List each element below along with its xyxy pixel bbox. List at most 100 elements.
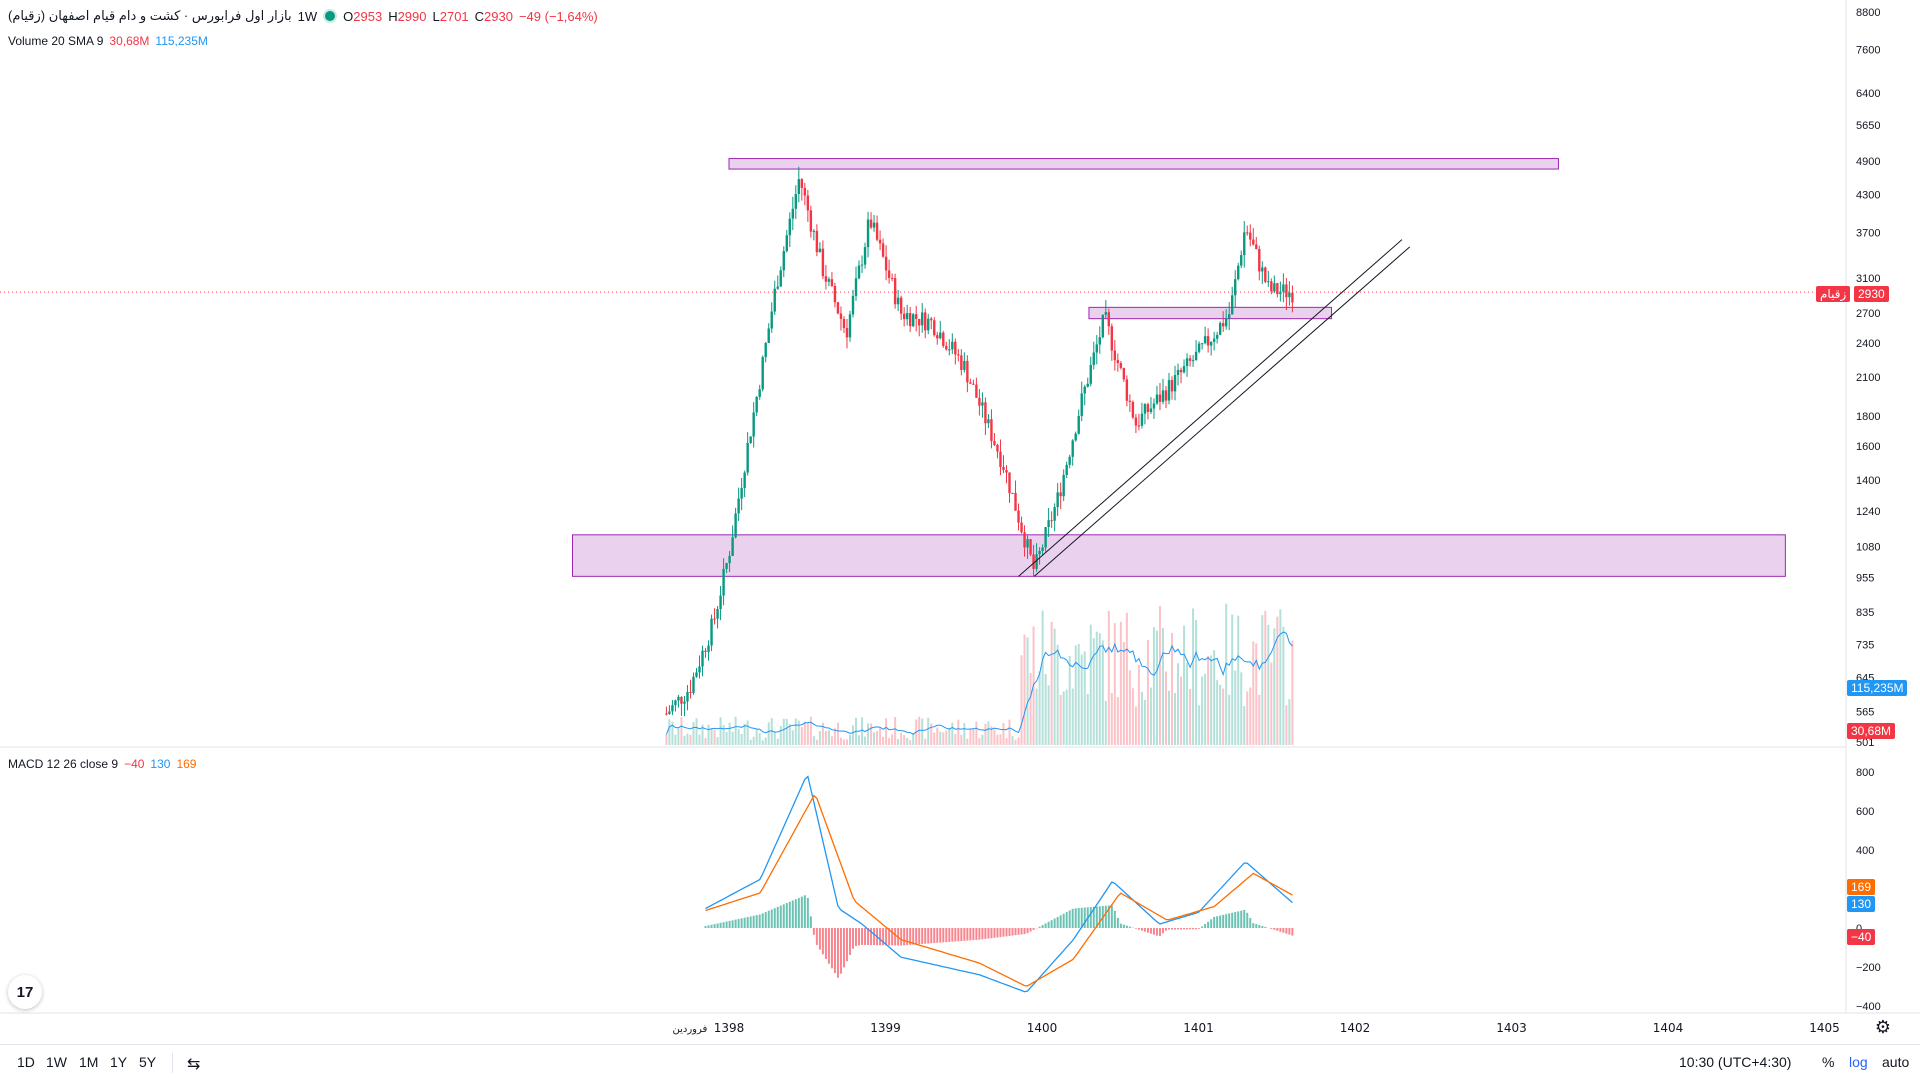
macd-histogram-bar bbox=[1027, 928, 1029, 933]
candle-body bbox=[825, 276, 827, 282]
volume-bar bbox=[1171, 633, 1173, 745]
macd-histogram-bar bbox=[849, 928, 851, 955]
macd-histogram-bar bbox=[864, 928, 866, 945]
candle-body bbox=[674, 700, 676, 705]
macd-tick-label: −200 bbox=[1856, 962, 1881, 974]
macd-tick-label: −400 bbox=[1856, 1001, 1881, 1013]
volume-bar bbox=[1270, 663, 1272, 745]
candle-body bbox=[680, 697, 682, 704]
candle-body bbox=[668, 711, 670, 713]
macd-histogram-bar bbox=[879, 928, 881, 945]
volume-bar bbox=[774, 732, 776, 745]
macd-histogram-bar bbox=[723, 922, 725, 928]
clock[interactable]: 10:30 (UTC+4:30) bbox=[1679, 1054, 1791, 1070]
macd-histogram-bar bbox=[861, 928, 863, 945]
time-tick-label: 1400 bbox=[1027, 1021, 1058, 1035]
candle-body bbox=[942, 333, 944, 346]
volume-bar bbox=[978, 738, 980, 745]
volume-bar bbox=[1102, 640, 1104, 745]
volume-bar bbox=[762, 740, 764, 745]
macd-histogram-bar bbox=[1204, 924, 1206, 928]
macd-histogram-bar bbox=[1129, 927, 1131, 928]
volume-bar bbox=[1066, 690, 1068, 745]
percent-toggle[interactable]: % bbox=[1822, 1054, 1834, 1070]
symbol-title: بازار اول فرابورس · کشت و دام قیام اصفها… bbox=[8, 8, 292, 24]
candle-body bbox=[1180, 370, 1182, 372]
candle-body bbox=[996, 445, 998, 452]
macd-histogram-bar bbox=[1033, 928, 1035, 930]
macd-histogram-bar bbox=[1120, 924, 1122, 928]
macd-histogram-bar bbox=[1138, 928, 1140, 930]
macd-histogram-bar bbox=[1165, 928, 1167, 931]
candle-body bbox=[915, 314, 917, 319]
timeframe-1d[interactable]: 1D bbox=[17, 1054, 35, 1070]
tradingview-logo[interactable]: 17 bbox=[8, 975, 42, 1009]
toolbar-divider bbox=[172, 1053, 173, 1073]
timeframe-1m[interactable]: 1M bbox=[79, 1054, 98, 1070]
candle-body bbox=[737, 499, 739, 514]
macd-histogram-bar bbox=[1126, 926, 1128, 928]
candle-body bbox=[743, 473, 745, 488]
timeframe-5y[interactable]: 5Y bbox=[139, 1054, 156, 1070]
macd-histogram-bar bbox=[786, 903, 788, 928]
candle-body bbox=[1078, 416, 1080, 434]
volume-legend-name: Volume 20 SMA 9 bbox=[8, 34, 103, 48]
candle-body bbox=[677, 697, 679, 701]
macd-histogram-bar bbox=[1261, 926, 1263, 928]
candle-body bbox=[1213, 339, 1215, 342]
volume-bar bbox=[1165, 671, 1167, 745]
candle-body bbox=[891, 278, 893, 279]
volume-legend[interactable]: Volume 20 SMA 9 30,68M 115,235M bbox=[8, 34, 208, 48]
volume-bar bbox=[801, 727, 803, 745]
candle-body bbox=[1081, 393, 1083, 415]
macd-legend[interactable]: MACD 12 26 close 9 −40 130 169 bbox=[8, 757, 196, 771]
macd-histogram-bar bbox=[903, 928, 905, 945]
volume-bar bbox=[873, 732, 875, 745]
volume-bar bbox=[891, 734, 893, 745]
volume-bar bbox=[1162, 628, 1164, 745]
settings-icon[interactable]: ⚙ bbox=[1875, 1017, 1891, 1037]
candle-body bbox=[828, 279, 830, 282]
macd-histogram-bar bbox=[771, 909, 773, 928]
macd-histogram-bar bbox=[1039, 927, 1041, 928]
volume-bar bbox=[1114, 623, 1116, 745]
volume-bar bbox=[867, 723, 869, 745]
candle-body bbox=[740, 488, 742, 499]
volume-bar bbox=[1276, 617, 1278, 745]
volume-bar bbox=[726, 732, 728, 745]
volume-bar bbox=[1153, 627, 1155, 745]
volume-bar bbox=[1195, 620, 1197, 745]
candle-body bbox=[1222, 323, 1224, 326]
date-range-icon[interactable]: ⇆ bbox=[187, 1054, 200, 1074]
volume-bar bbox=[819, 731, 821, 745]
candle-body bbox=[807, 195, 809, 210]
macd-histogram-bar bbox=[732, 920, 734, 928]
macd-histogram-bar bbox=[1192, 928, 1194, 929]
volume-bar bbox=[966, 739, 968, 745]
volume-bar bbox=[1048, 685, 1050, 745]
timeframe-1y[interactable]: 1Y bbox=[110, 1054, 127, 1070]
macd-histogram-bar bbox=[894, 928, 896, 945]
auto-toggle[interactable]: auto bbox=[1882, 1054, 1909, 1070]
macd-histogram-bar bbox=[1222, 915, 1224, 928]
macd-histogram-bar bbox=[1180, 928, 1182, 929]
candle-body bbox=[864, 247, 866, 264]
candle-body bbox=[786, 235, 788, 251]
candle-body bbox=[795, 194, 797, 209]
macd-histogram-bar bbox=[1231, 913, 1233, 928]
price-tick-label: 5650 bbox=[1856, 120, 1880, 132]
macd-histogram-bar bbox=[1005, 928, 1007, 936]
volume-bar bbox=[1240, 672, 1242, 745]
candle-body bbox=[734, 513, 736, 537]
volume-bar bbox=[939, 732, 941, 745]
time-tick-label: 1402 bbox=[1340, 1021, 1371, 1035]
macd-histogram-bar bbox=[948, 928, 950, 942]
volume-bar bbox=[1132, 688, 1134, 745]
macd-histogram-bar bbox=[1273, 928, 1275, 930]
timeframe-1w[interactable]: 1W bbox=[46, 1054, 67, 1070]
macd-histogram-bar bbox=[774, 908, 776, 928]
log-toggle[interactable]: log bbox=[1849, 1054, 1868, 1070]
macd-histogram-bar bbox=[831, 928, 833, 968]
candle-body bbox=[1090, 365, 1092, 384]
